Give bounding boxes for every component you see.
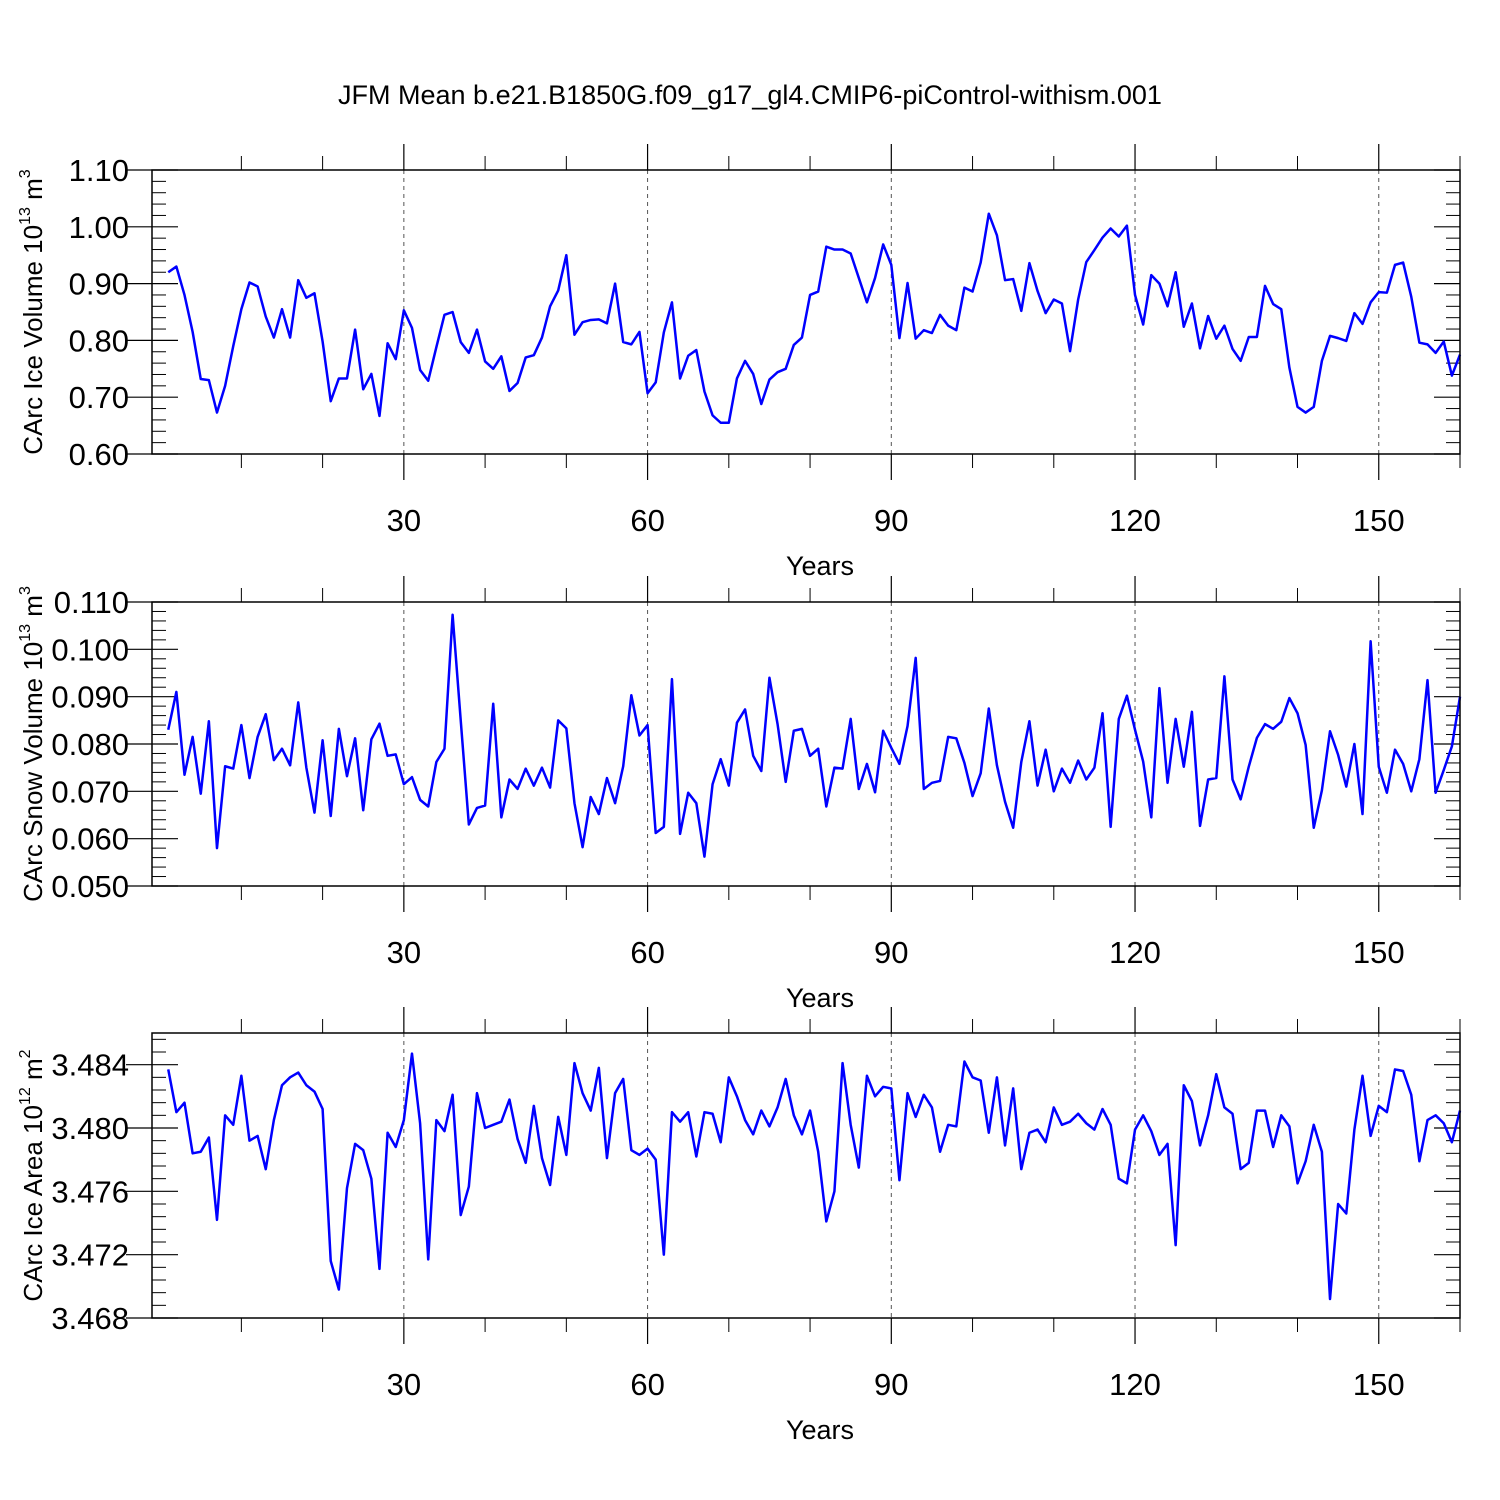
ice-area-panel: 30 60 90 120 150 3.468 3.472 3.476 3.480 3.484 Yea… xyxy=(17,1007,1462,1445)
y-tick-label: 0.070 xyxy=(51,774,129,809)
x-tick-label: 120 xyxy=(1109,935,1161,970)
x-tick-label: 90 xyxy=(874,1367,908,1402)
y-tick-label: 3.476 xyxy=(51,1174,129,1209)
plot-frame xyxy=(151,169,1461,455)
y-tick-label: 3.472 xyxy=(51,1238,129,1273)
snow-volume-series-line xyxy=(167,613,1462,858)
x-tick-label: 120 xyxy=(1109,1367,1161,1402)
y-tick-label: 3.468 xyxy=(51,1301,129,1336)
y-tick-label: 1.10 xyxy=(69,153,129,188)
ice-area-series-line xyxy=(167,1052,1462,1301)
x-tick-label: 90 xyxy=(874,935,908,970)
x-tick-label: 60 xyxy=(630,503,664,538)
ice-volume-panel: 30 60 90 120 150 0.60 0.70 0.80 0.90 1.00 1.10 Year… xyxy=(17,144,1462,581)
x-axis-label: Years xyxy=(786,983,854,1013)
y-tick-label: 0.080 xyxy=(51,727,129,762)
x-axis-label: Years xyxy=(786,551,854,581)
x-tick-label: 30 xyxy=(387,1367,421,1402)
x-tick-label: 120 xyxy=(1109,503,1161,538)
y-tick-label: 0.70 xyxy=(69,380,129,415)
x-tick-label: 30 xyxy=(387,503,421,538)
plot-frame xyxy=(151,1032,1461,1319)
y-axis-label: CArc Snow Volume 1013 m3 xyxy=(17,586,48,902)
y-tick-label: 0.100 xyxy=(51,632,129,667)
y-tick-label: 0.60 xyxy=(69,437,129,472)
chart-title: JFM Mean b.e21.B1850G.f09_g17_gl4.CMIP6-… xyxy=(338,80,1162,110)
x-tick-label: 150 xyxy=(1353,503,1405,538)
y-tick-label: 3.484 xyxy=(51,1048,129,1083)
x-tick-label: 90 xyxy=(874,503,908,538)
y-tick-label: 3.480 xyxy=(51,1111,129,1146)
y-tick-label: 0.110 xyxy=(54,585,129,620)
y-axis-label: CArc Ice Area 1012 m2 xyxy=(17,1049,48,1301)
y-axis-label: CArc Ice Volume 1013 m3 xyxy=(17,169,48,454)
snow-volume-panel: 30 60 90 120 150 0.050 0.060 0.070 0.080 0.090 0.1… xyxy=(17,576,1462,1013)
x-tick-label: 150 xyxy=(1353,935,1405,970)
plot-frame xyxy=(151,601,1461,887)
y-tick-label: 0.060 xyxy=(51,822,129,857)
x-axis-label: Years xyxy=(786,1415,854,1445)
y-tick-label: 0.090 xyxy=(51,680,129,715)
y-tick-label: 0.050 xyxy=(51,869,129,904)
x-tick-label: 60 xyxy=(630,1367,664,1402)
ice-volume-series-line xyxy=(167,212,1462,425)
y-tick-label: 0.90 xyxy=(69,267,129,302)
x-tick-label: 60 xyxy=(630,935,664,970)
x-tick-label: 150 xyxy=(1353,1367,1405,1402)
y-tick-label: 0.80 xyxy=(69,323,129,358)
y-tick-label: 1.00 xyxy=(69,210,129,245)
x-tick-label: 30 xyxy=(387,935,421,970)
